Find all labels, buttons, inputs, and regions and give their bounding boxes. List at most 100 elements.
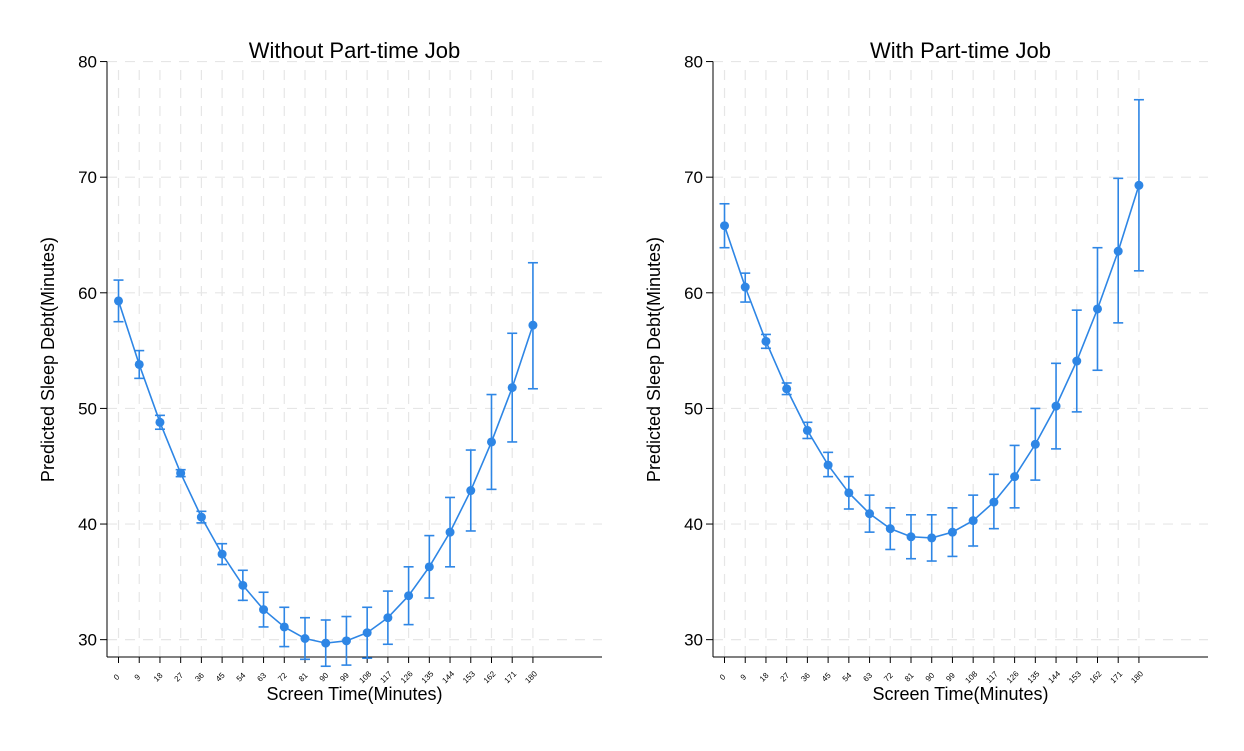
x-tick-label: 171	[503, 669, 519, 685]
x-tick-label: 36	[193, 671, 206, 684]
data-point	[1072, 356, 1082, 366]
chart-panel-1: Without Part-time Job 30 40 50 60 70 80 0 9 18 27 3…	[38, 38, 602, 704]
data-point	[865, 509, 875, 519]
y-tick-label: 40	[78, 515, 97, 534]
data-point	[1051, 401, 1061, 411]
x-tick-label: 117	[984, 669, 1000, 685]
x-tick-label: 63	[255, 671, 268, 684]
x-tick-label: 54	[235, 671, 248, 684]
data-point	[238, 580, 248, 590]
y-tick-label: 30	[78, 631, 97, 650]
x-tick-label: 72	[276, 671, 289, 684]
x-tick-label: 180	[523, 669, 539, 685]
data-point	[782, 384, 792, 394]
x-tick-label: 0	[718, 672, 728, 682]
data-point	[321, 638, 331, 648]
x-tick-label: 162	[1088, 669, 1104, 685]
y-axis-label: Predicted Sleep Debt(Minutes)	[644, 237, 664, 482]
x-tick-label: 135	[1026, 669, 1042, 685]
data-point	[466, 486, 476, 496]
data-point	[885, 524, 895, 534]
x-tick-label: 45	[214, 671, 227, 684]
y-tick-label: 30	[684, 631, 703, 650]
chart-title: Without Part-time Job	[249, 38, 461, 63]
x-tick-label: 9	[133, 672, 143, 682]
data-point	[947, 527, 957, 537]
data-point	[968, 516, 978, 526]
x-tick-label: 90	[924, 671, 937, 684]
x-tick-label: 72	[882, 671, 895, 684]
data-point	[279, 622, 289, 632]
x-tick-label: 180	[1129, 669, 1145, 685]
data-point	[217, 549, 227, 559]
x-tick-label: 27	[779, 671, 792, 684]
data-point	[740, 282, 750, 292]
x-tick-label: 18	[152, 671, 165, 684]
x-tick-label: 153	[461, 669, 477, 685]
x-tick-label: 144	[440, 669, 456, 685]
data-point	[424, 562, 434, 572]
data-point	[155, 417, 165, 427]
data-point	[341, 636, 351, 646]
data-point	[1113, 246, 1123, 256]
x-tick-label: 126	[399, 669, 415, 685]
x-tick-label: 36	[799, 671, 812, 684]
data-point	[528, 320, 538, 330]
x-axis-label: Screen Time(Minutes)	[266, 684, 442, 704]
y-tick-label: 80	[684, 53, 703, 72]
y-tick-label: 80	[78, 53, 97, 72]
x-tick-label: 108	[963, 669, 979, 685]
data-point	[720, 221, 730, 231]
data-point	[114, 296, 124, 306]
chart-panel-2: With Part-time Job 30 40 50 60 70 80 0 9 18 27 36 45…	[644, 38, 1208, 704]
y-tick-label: 50	[684, 399, 703, 418]
x-tick-label: 54	[841, 671, 854, 684]
y-tick-label: 60	[78, 284, 97, 303]
data-point	[1092, 304, 1102, 314]
x-tick-label: 117	[378, 669, 394, 685]
data-point	[486, 437, 496, 447]
data-point	[906, 532, 916, 542]
data-point	[1134, 180, 1144, 190]
x-tick-label: 153	[1067, 669, 1083, 685]
x-tick-label: 162	[482, 669, 498, 685]
x-tick-label: 0	[112, 672, 122, 682]
x-tick-label: 27	[173, 671, 186, 684]
x-tick-label: 126	[1005, 669, 1021, 685]
data-point	[761, 336, 771, 346]
data-point	[383, 613, 393, 623]
x-tick-label: 171	[1109, 669, 1125, 685]
data-point	[134, 359, 144, 369]
x-tick-label: 18	[758, 671, 771, 684]
data-point	[445, 527, 455, 537]
data-point	[362, 628, 372, 638]
data-point	[259, 605, 269, 615]
y-tick-label: 60	[684, 284, 703, 303]
x-tick-label: 63	[861, 671, 874, 684]
data-point	[989, 497, 999, 507]
y-tick-label: 70	[78, 168, 97, 187]
data-point	[1010, 472, 1020, 482]
data-point	[196, 512, 206, 522]
data-point	[1030, 439, 1040, 449]
x-tick-label: 99	[338, 671, 351, 684]
data-point	[844, 488, 854, 498]
data-point	[176, 468, 186, 478]
x-tick-label: 90	[318, 671, 331, 684]
y-tick-label: 70	[684, 168, 703, 187]
chart-title: With Part-time Job	[870, 38, 1051, 63]
data-point	[300, 634, 310, 644]
data-point	[927, 533, 937, 543]
data-point	[823, 460, 833, 470]
data-point	[404, 591, 414, 601]
data-point	[802, 425, 812, 435]
y-tick-label: 50	[78, 399, 97, 418]
x-tick-label: 108	[357, 669, 373, 685]
x-tick-label: 144	[1046, 669, 1062, 685]
y-tick-label: 40	[684, 515, 703, 534]
x-tick-label: 9	[739, 672, 749, 682]
x-tick-label: 81	[903, 671, 916, 684]
x-tick-label: 99	[944, 671, 957, 684]
